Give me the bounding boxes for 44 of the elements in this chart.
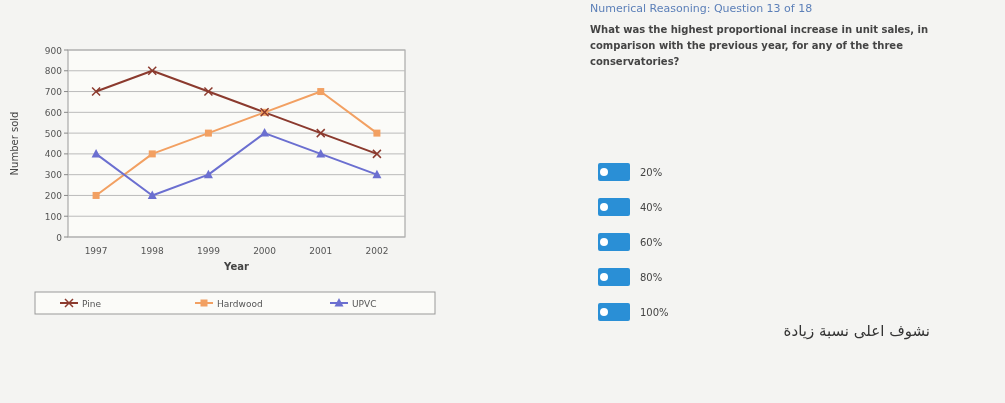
- text: 40%: [640, 202, 663, 213]
- point: [92, 191, 100, 199]
- point: [316, 128, 326, 138]
- x-axis-title: Year: [223, 261, 249, 272]
- point: [316, 148, 326, 158]
- y-tick-label: 0: [56, 232, 63, 243]
- text: 20%: [640, 167, 663, 178]
- x-tick-label: 2000: [253, 246, 277, 256]
- text: 100%: [640, 307, 669, 318]
- text: 60%: [640, 237, 663, 248]
- x-tick-label: 1997: [84, 246, 108, 256]
- y-tick-label: 400: [44, 149, 63, 160]
- x-tick-label: 2001: [309, 246, 333, 256]
- y-tick-label: 900: [44, 45, 63, 56]
- point: [203, 169, 213, 179]
- legend-label: UPVC: [352, 298, 377, 309]
- point: [147, 66, 157, 76]
- text: Numerical Reasoning: Question 13 of 18: [590, 2, 813, 15]
- y-tick-label: 700: [44, 87, 63, 98]
- x-tick-label: 1999: [196, 246, 221, 256]
- y-axis-title: Number sold: [9, 111, 20, 176]
- point: [147, 190, 157, 199]
- point: [373, 129, 381, 137]
- x-tick-label: 1998: [140, 246, 164, 256]
- point: [372, 149, 382, 159]
- text: نشوف اعلى نسبة زيادة: [783, 322, 930, 340]
- point: [317, 88, 325, 96]
- point: [204, 129, 212, 137]
- point: [372, 169, 382, 179]
- text: 80%: [640, 272, 663, 283]
- legend-label: Hardwood: [217, 298, 263, 309]
- y-tick-label: 800: [44, 66, 63, 77]
- y-tick-label: 300: [44, 170, 63, 181]
- y-tick-label: 500: [44, 128, 63, 139]
- point: [91, 86, 101, 97]
- legend-label: Pine: [82, 298, 102, 309]
- point: [148, 150, 156, 158]
- point: [203, 86, 214, 97]
- text: What was the highest proportional increase in unit sales, in comparison with the previous year, for any of the three conservatories?: [590, 24, 929, 67]
- x-tick-label: 2002: [365, 246, 389, 256]
- y-tick-label: 100: [44, 211, 63, 222]
- point: [260, 128, 270, 137]
- y-tick-label: 200: [44, 190, 63, 201]
- y-tick-label: 600: [44, 107, 63, 118]
